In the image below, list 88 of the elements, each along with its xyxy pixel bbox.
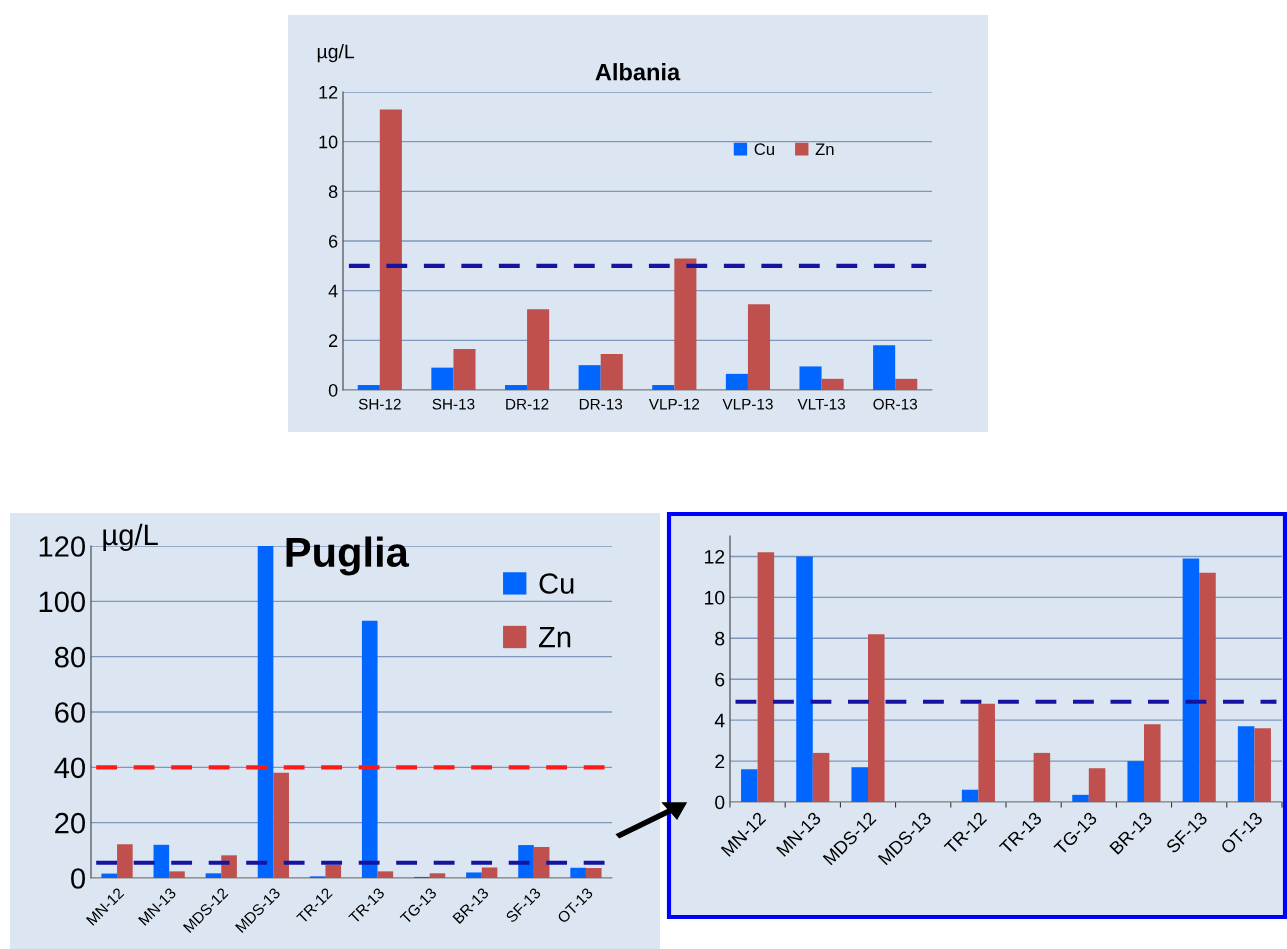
y-tick-label: 0: [71, 868, 85, 889]
bar: [978, 703, 995, 802]
y-tick-label: 0: [715, 795, 725, 810]
y-tick-label: 6: [715, 672, 725, 687]
bar: [325, 864, 342, 878]
bar: [429, 873, 446, 878]
bar: [578, 365, 601, 390]
y-axis-title: µg/L: [317, 44, 355, 63]
bar: [873, 345, 896, 390]
bar: [377, 871, 394, 878]
x-tick-label: SH-12: [358, 398, 401, 410]
bar: [585, 868, 602, 878]
y-tick-label: 8: [715, 631, 725, 646]
bar: [812, 752, 830, 802]
y-axis-title: µg/L: [103, 523, 158, 551]
bar: [221, 855, 237, 878]
bar: [757, 552, 775, 802]
bar: [821, 378, 844, 390]
legend-label: Cu: [754, 143, 774, 156]
bar: [1033, 752, 1051, 802]
bar: [533, 847, 550, 878]
chart-title: Puglia: [286, 536, 410, 576]
y-tick-label: 80: [54, 646, 85, 668]
bar: [257, 546, 274, 878]
bar: [153, 844, 170, 878]
bar: [481, 867, 498, 878]
y-tick-label: 10: [705, 590, 725, 605]
bar: [117, 844, 133, 878]
chart-title: Albania: [595, 63, 681, 81]
bar: [570, 867, 586, 878]
bar: [674, 258, 697, 390]
bar: [796, 556, 813, 802]
y-tick-label: 4: [714, 713, 725, 728]
bar: [273, 772, 289, 878]
bar: [961, 789, 979, 802]
y-tick-label: 2: [715, 754, 725, 769]
bar: [868, 634, 885, 802]
bar: [357, 385, 380, 390]
bar: [1127, 761, 1144, 802]
x-tick-label: SH-13: [432, 398, 475, 410]
y-tick-label: 2: [329, 334, 338, 347]
y-tick-label: 40: [54, 757, 85, 779]
y-tick-label: 120: [39, 536, 85, 557]
bar: [741, 769, 758, 802]
bar: [1254, 728, 1271, 802]
legend-label: Zn: [815, 143, 834, 155]
bar: [431, 367, 454, 390]
x-tick-label: DR-12: [506, 398, 549, 410]
bar: [895, 378, 918, 390]
bar: [1144, 724, 1161, 802]
y-tick-label: 0: [328, 383, 338, 397]
bar: [799, 366, 822, 390]
bar: [600, 353, 623, 390]
y-tick-label: 100: [39, 591, 85, 613]
bar: [379, 109, 402, 390]
y-tick-label: 20: [55, 812, 85, 834]
x-tick-label: VLT-13: [797, 398, 845, 410]
x-tick-label: VLP-13: [722, 398, 773, 410]
y-tick-label: 12: [705, 549, 725, 564]
bar: [453, 349, 476, 390]
bar: [1199, 572, 1216, 802]
bar: [1088, 768, 1106, 802]
bar: [725, 373, 748, 390]
y-tick-label: 12: [319, 85, 338, 99]
bar: [169, 871, 185, 878]
bar: [101, 873, 118, 878]
y-tick-label: 4: [328, 284, 338, 298]
x-tick-label: OR-13: [873, 398, 918, 410]
bar: [361, 620, 378, 878]
legend-label: Zn: [538, 627, 571, 648]
bar: [652, 385, 675, 390]
y-tick-label: 6: [329, 234, 338, 248]
bar: [747, 304, 771, 390]
y-tick-label: 60: [55, 702, 85, 723]
bar: [205, 873, 222, 878]
bar: [1072, 794, 1089, 802]
y-tick-label: 8: [328, 185, 338, 199]
x-tick-label: DR-13: [579, 398, 623, 410]
bar: [1182, 558, 1200, 802]
y-tick-label: 10: [319, 135, 338, 149]
bar: [851, 767, 868, 802]
bar: [504, 385, 528, 390]
legend-label: Cu: [539, 573, 574, 594]
bar: [518, 845, 534, 878]
bar: [1237, 726, 1255, 802]
bar: [466, 872, 482, 878]
bar: [527, 309, 550, 390]
x-tick-label: VLP-12: [648, 398, 700, 410]
